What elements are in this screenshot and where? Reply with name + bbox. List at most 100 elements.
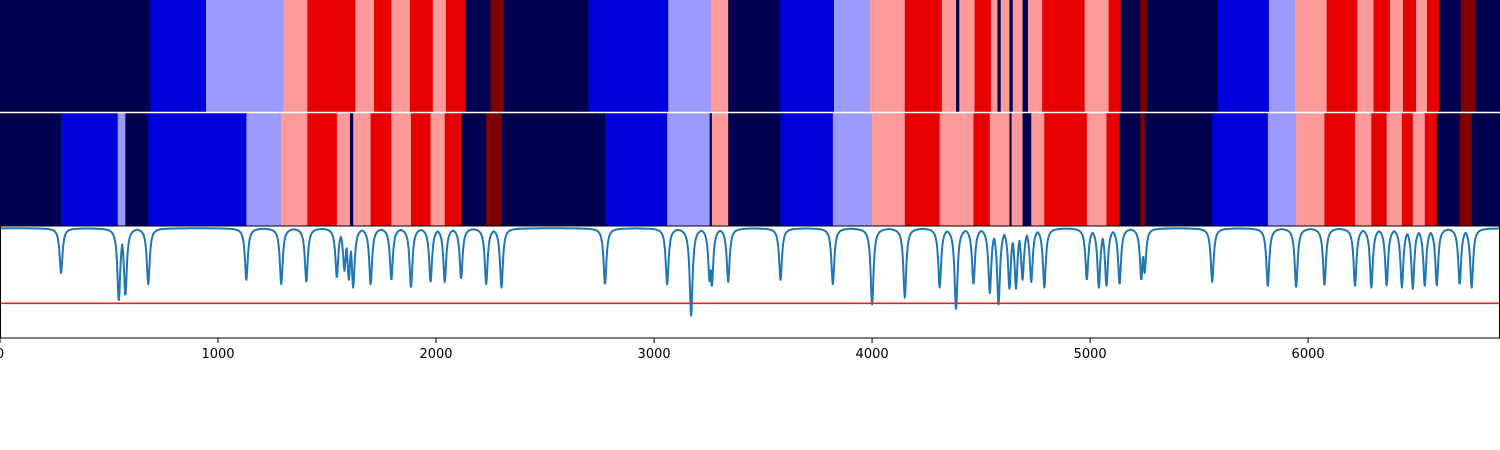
track-2-segment-9 (349, 113, 354, 226)
track-1-segment-26 (990, 0, 998, 113)
track-2-segment-28 (939, 113, 974, 226)
track-2-segment-42 (1267, 113, 1297, 226)
track-2-segment-8 (336, 113, 351, 226)
track-1-segment-35 (1108, 0, 1121, 113)
track-2-segment-47 (1386, 113, 1403, 226)
x-tick-label-1000: 1000 (201, 347, 234, 362)
track-1-segment-48 (1426, 0, 1440, 113)
track-1-segment-34 (1084, 0, 1109, 113)
track-2-segment-38 (1119, 113, 1141, 226)
track-1-segment-13 (503, 0, 589, 113)
track-2-segment-7 (307, 113, 338, 226)
x-tick-label-2000: 2000 (419, 347, 452, 362)
track-1-segment-37 (1140, 0, 1148, 113)
track-1-segment-28 (1000, 0, 1010, 113)
track-2-segment-43 (1296, 113, 1325, 226)
track-2-segment-32 (1011, 113, 1023, 226)
track-1-segment-25 (974, 0, 992, 113)
track-1-segment-27 (997, 0, 1002, 113)
track-2-segment-36 (1086, 113, 1107, 226)
track-2-segment-50 (1424, 113, 1438, 226)
track-1-segment-24 (959, 0, 975, 113)
track-1-segment-23 (956, 0, 960, 113)
track-2-segment-5 (246, 113, 282, 226)
track-2-segment-2 (117, 113, 126, 226)
track-1-segment-42 (1326, 0, 1358, 113)
track-2-segment-31 (1009, 113, 1012, 226)
track-2-segment-51 (1436, 113, 1460, 226)
x-tick-label-0: 0 (0, 347, 4, 362)
track-2-segment-23 (728, 113, 781, 226)
track-2-segment-30 (989, 113, 1010, 226)
track-2-segment-49 (1412, 113, 1426, 226)
track-1-segment-51 (1476, 0, 1500, 113)
track-1-segment-40 (1268, 0, 1296, 113)
track-2-segment-33 (1022, 113, 1032, 226)
track-1-segment-45 (1389, 0, 1404, 113)
x-axis: 0 1000 2000 3000 4000 5000 6000 (0, 338, 1325, 362)
track-1-segment-33 (1042, 0, 1085, 113)
track-2-segment-52 (1459, 113, 1472, 226)
track-1-segment-1 (150, 0, 207, 113)
track-2-segment-3 (125, 113, 149, 226)
track-1-segment-30 (1012, 0, 1023, 113)
track-1-segment-16 (710, 0, 729, 113)
track-2-segment-22 (711, 113, 729, 226)
track-2-segment-41 (1212, 113, 1269, 226)
track-1-segment-50 (1460, 0, 1477, 113)
x-tick-label-3000: 3000 (638, 347, 671, 362)
x-tick-label-4000: 4000 (856, 347, 889, 362)
track-2-segment-13 (410, 113, 431, 226)
track-1-segment-46 (1402, 0, 1417, 113)
track-1-segment-43 (1357, 0, 1374, 113)
track-1-segment-22 (941, 0, 957, 113)
track-1-segment-11 (465, 0, 491, 113)
track-2-segment-46 (1371, 113, 1387, 226)
track-2-segment-10 (353, 113, 371, 226)
track-1-segment-21 (904, 0, 943, 113)
track-2-segment-15 (444, 113, 462, 226)
track-2-segment-53 (1471, 113, 1500, 226)
track-1-segment-38 (1146, 0, 1218, 113)
track-2-segment-4 (148, 113, 247, 226)
track-2-segment-40 (1144, 113, 1213, 226)
track-2-segment-34 (1031, 113, 1045, 226)
track-1-segment-32 (1027, 0, 1043, 113)
track-1-segment-12 (490, 0, 504, 113)
track-1-segment-8 (409, 0, 434, 113)
state-track-2 (0, 113, 1500, 226)
track-1-segment-9 (432, 0, 447, 113)
track-1-segment-6 (373, 0, 392, 113)
track-1-segment-49 (1438, 0, 1462, 113)
track-2-segment-27 (904, 113, 940, 226)
signal-line (0, 227, 1500, 317)
x-tick-label-5000: 5000 (1074, 347, 1107, 362)
signal-panel (0, 226, 1500, 338)
track-1-segment-31 (1022, 0, 1029, 113)
track-1-segment-29 (1009, 0, 1014, 113)
track-1-segment-5 (355, 0, 375, 113)
track-2-segment-16 (461, 113, 487, 226)
track-2-segment-24 (780, 113, 834, 226)
track-2-segment-12 (391, 113, 412, 226)
track-1-segment-47 (1416, 0, 1428, 113)
track-2-segment-19 (605, 113, 668, 226)
track-1-segment-14 (588, 0, 669, 113)
track-1-segment-39 (1217, 0, 1270, 113)
state-track-1 (0, 0, 1500, 113)
track-1-segment-4 (307, 0, 356, 113)
track-2-segment-0 (0, 113, 62, 226)
track-2-segment-25 (832, 113, 873, 226)
track-1-segment-41 (1295, 0, 1327, 113)
track-1-segment-44 (1373, 0, 1391, 113)
track-1-segment-18 (779, 0, 835, 113)
track-2-segment-39 (1140, 113, 1145, 226)
track-2-segment-26 (872, 113, 906, 226)
track-2-segment-1 (61, 113, 119, 226)
track-2-segment-6 (281, 113, 308, 226)
track-1-segment-36 (1120, 0, 1141, 113)
track-2-segment-11 (370, 113, 392, 226)
track-2-segment-14 (430, 113, 446, 226)
track-2-segment-20 (667, 113, 710, 226)
